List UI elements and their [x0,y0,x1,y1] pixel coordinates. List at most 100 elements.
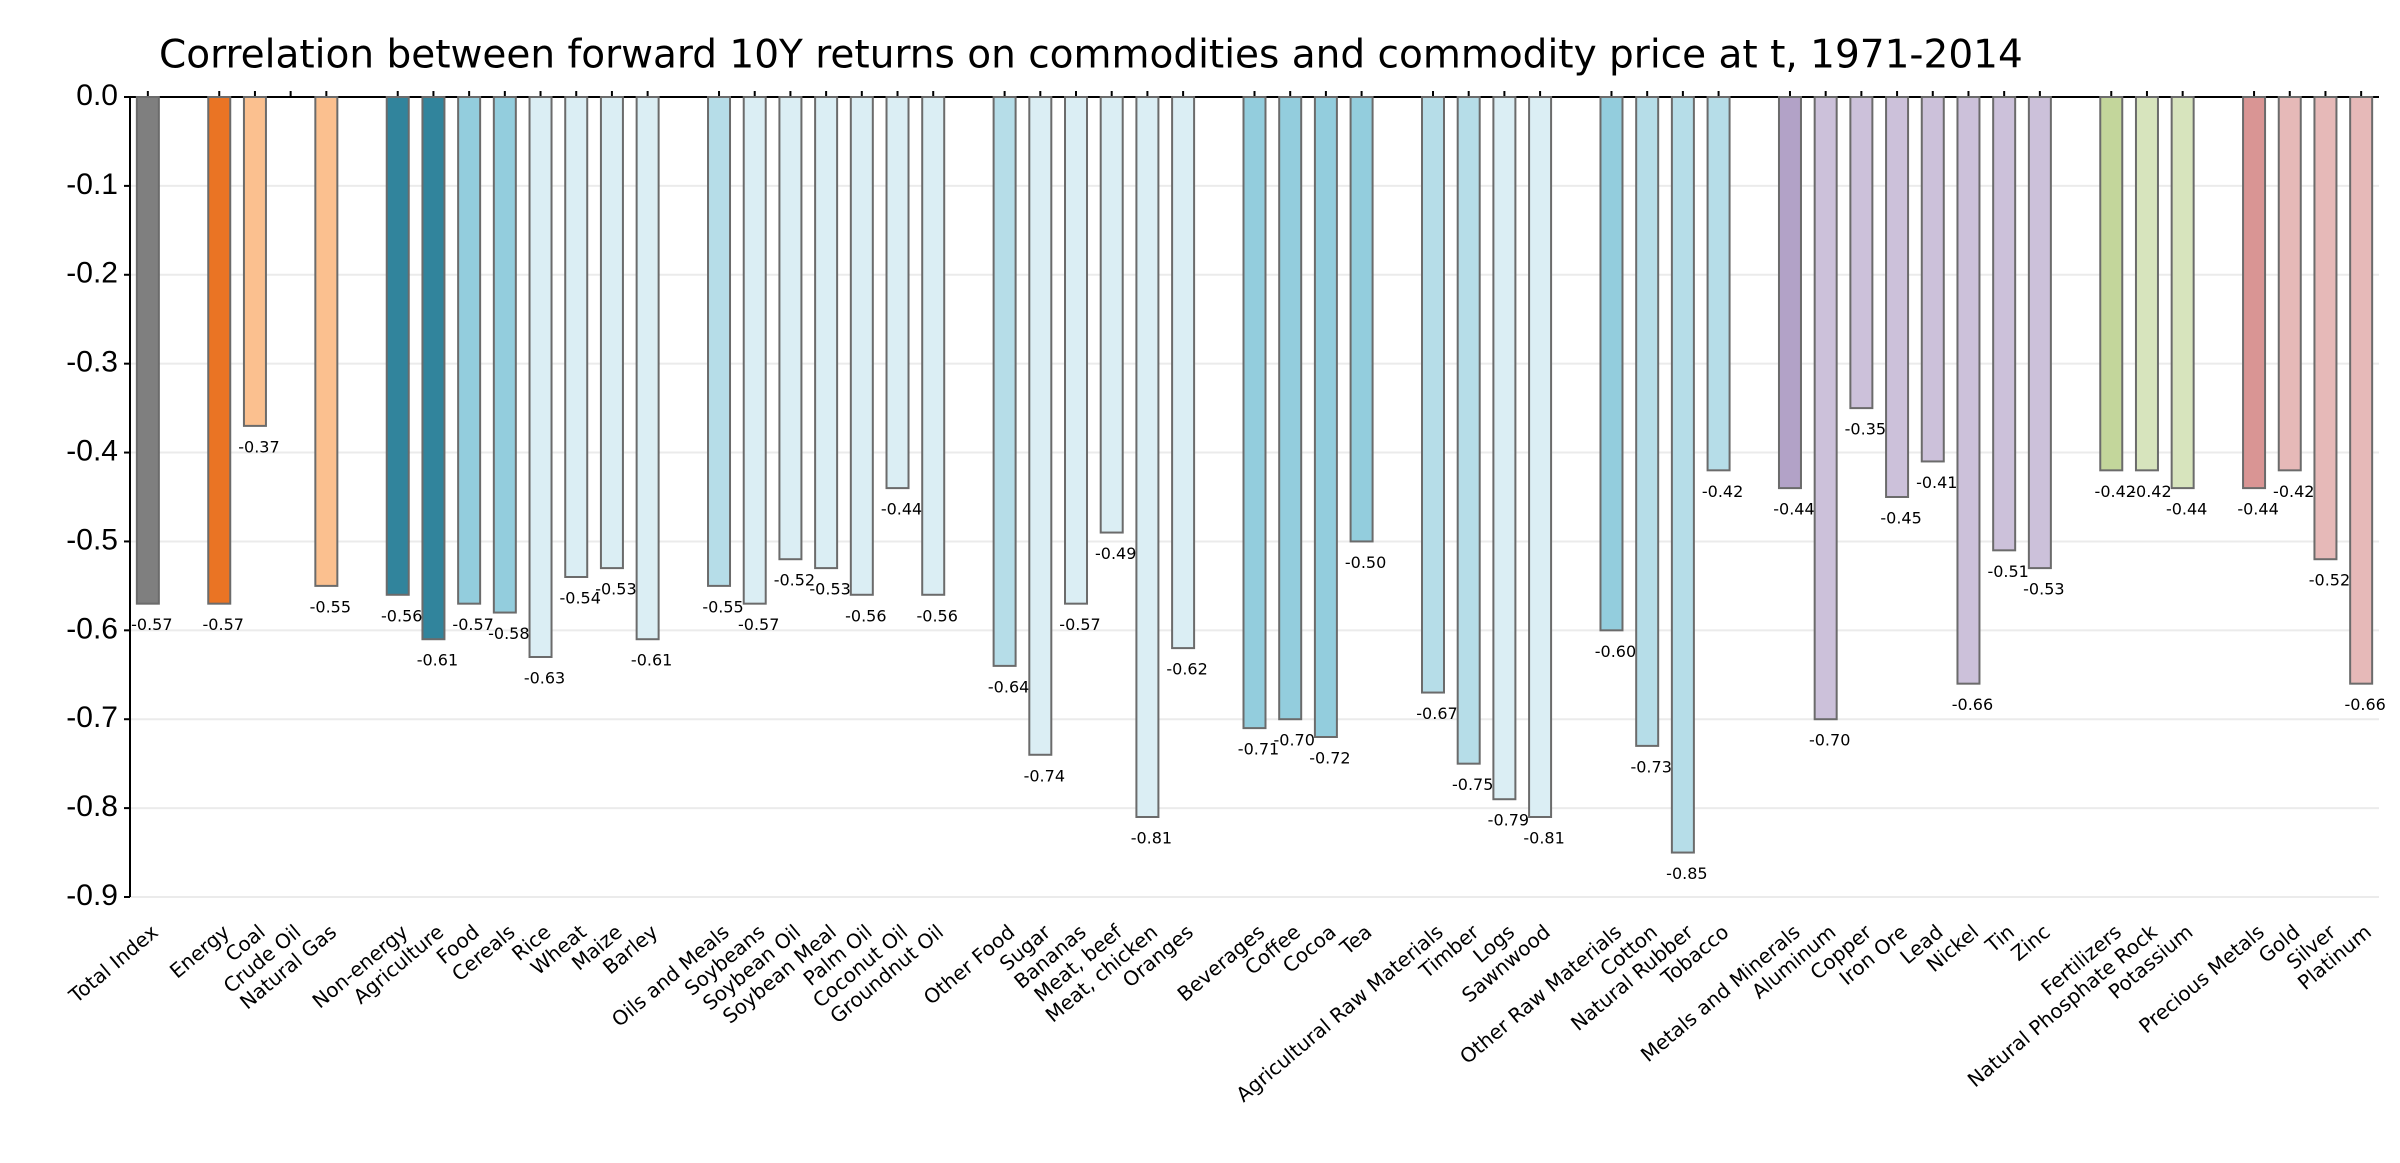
bar [1920,96,1945,463]
value-label: -0.54 [560,589,601,608]
value-label: -0.55 [702,597,743,616]
bar [528,96,553,658]
bar [992,96,1017,667]
bar [1777,96,1802,490]
value-label: -0.72 [1309,749,1350,768]
bar [2242,96,2267,490]
bar [457,96,482,605]
value-label: -0.53 [595,580,636,599]
value-label: -0.57 [1059,615,1100,634]
bar [1956,96,1981,685]
value-label: -0.56 [381,606,422,625]
value-label: -0.73 [1630,757,1671,776]
bar [1171,96,1196,650]
bar [2313,96,2338,561]
y-tick-label: -0.1 [66,168,118,201]
bar [1420,96,1445,694]
value-label: -0.53 [809,580,850,599]
value-label: -0.79 [1488,811,1529,830]
bar [135,96,160,605]
value-label: -0.35 [1845,420,1886,439]
value-label: -0.52 [2309,571,2350,590]
value-label: -0.37 [238,437,279,456]
bar [2349,96,2374,685]
value-label: -0.64 [988,677,1029,696]
bar [707,96,732,587]
value-label: -0.56 [917,606,958,625]
value-label: -0.71 [1238,740,1279,759]
value-label: -0.44 [2166,500,2207,519]
x-tick-label: Total Index [64,920,163,1009]
value-label: -0.50 [1345,553,1386,572]
bar [1885,96,1910,498]
bar [1492,96,1517,801]
chart-title: Correlation between forward 10Y returns … [159,33,2023,78]
bar [921,96,946,596]
x-tick-label: Tea [1335,920,1377,960]
bar [885,96,910,490]
value-label: -0.81 [1131,829,1172,848]
bar [421,96,446,641]
bar [2099,96,2124,472]
bar [1349,96,1374,543]
bar [2134,96,2159,472]
value-label: -0.52 [774,571,815,590]
value-label: -0.63 [524,669,565,688]
y-tick-label: -0.3 [66,346,118,379]
value-label: -0.51 [1987,562,2028,581]
value-label: -0.42 [1702,482,1743,501]
bar [635,96,660,641]
bar [1278,96,1303,721]
y-tick-label: -0.5 [66,523,118,556]
bar [1635,96,1660,747]
y-tick-label: 0.0 [76,79,118,112]
bar [1242,96,1267,730]
value-label: -0.53 [2023,580,2064,599]
x-tick-label: Zinc [2006,920,2054,966]
bar [1706,96,1731,472]
value-label: -0.57 [203,615,244,634]
bar [1135,96,1160,818]
value-label: -0.61 [417,651,458,670]
bar [564,96,589,578]
bar [1599,96,1624,632]
bar [778,96,803,561]
value-label: -0.61 [631,651,672,670]
bar [492,96,517,614]
value-label: -0.75 [1452,775,1493,794]
y-tick-label: -0.8 [66,790,118,823]
bar [242,96,267,427]
value-label: -0.42 [2095,482,2136,501]
bar [314,96,339,587]
value-label: -0.57 [738,615,779,634]
value-label: -0.70 [1273,731,1314,750]
y-tick-label: -0.7 [66,701,118,734]
value-label: -0.81 [1523,829,1564,848]
bar [1849,96,1874,410]
value-label: -0.42 [2130,482,2171,501]
value-label: -0.66 [2344,695,2385,714]
value-label: -0.49 [1095,544,1136,563]
bar [1813,96,1838,721]
bar [1099,96,1124,534]
bar [1313,96,1338,738]
value-label: -0.41 [1916,473,1957,492]
value-label: -0.44 [1773,500,1814,519]
value-label: -0.55 [310,597,351,616]
bar [385,96,410,596]
value-label: -0.74 [1024,766,1065,785]
value-label: -0.57 [131,615,172,634]
value-label: -0.57 [452,615,493,634]
bar [2170,96,2195,490]
value-label: -0.42 [2273,482,2314,501]
value-label: -0.67 [1416,704,1457,723]
value-label: -0.70 [1809,731,1850,750]
value-label: -0.44 [881,500,922,519]
y-tick-label: -0.2 [66,257,118,290]
bar [1528,96,1553,818]
value-label: -0.56 [845,606,886,625]
bar [1992,96,2017,552]
bar [207,96,232,605]
value-label: -0.60 [1595,642,1636,661]
